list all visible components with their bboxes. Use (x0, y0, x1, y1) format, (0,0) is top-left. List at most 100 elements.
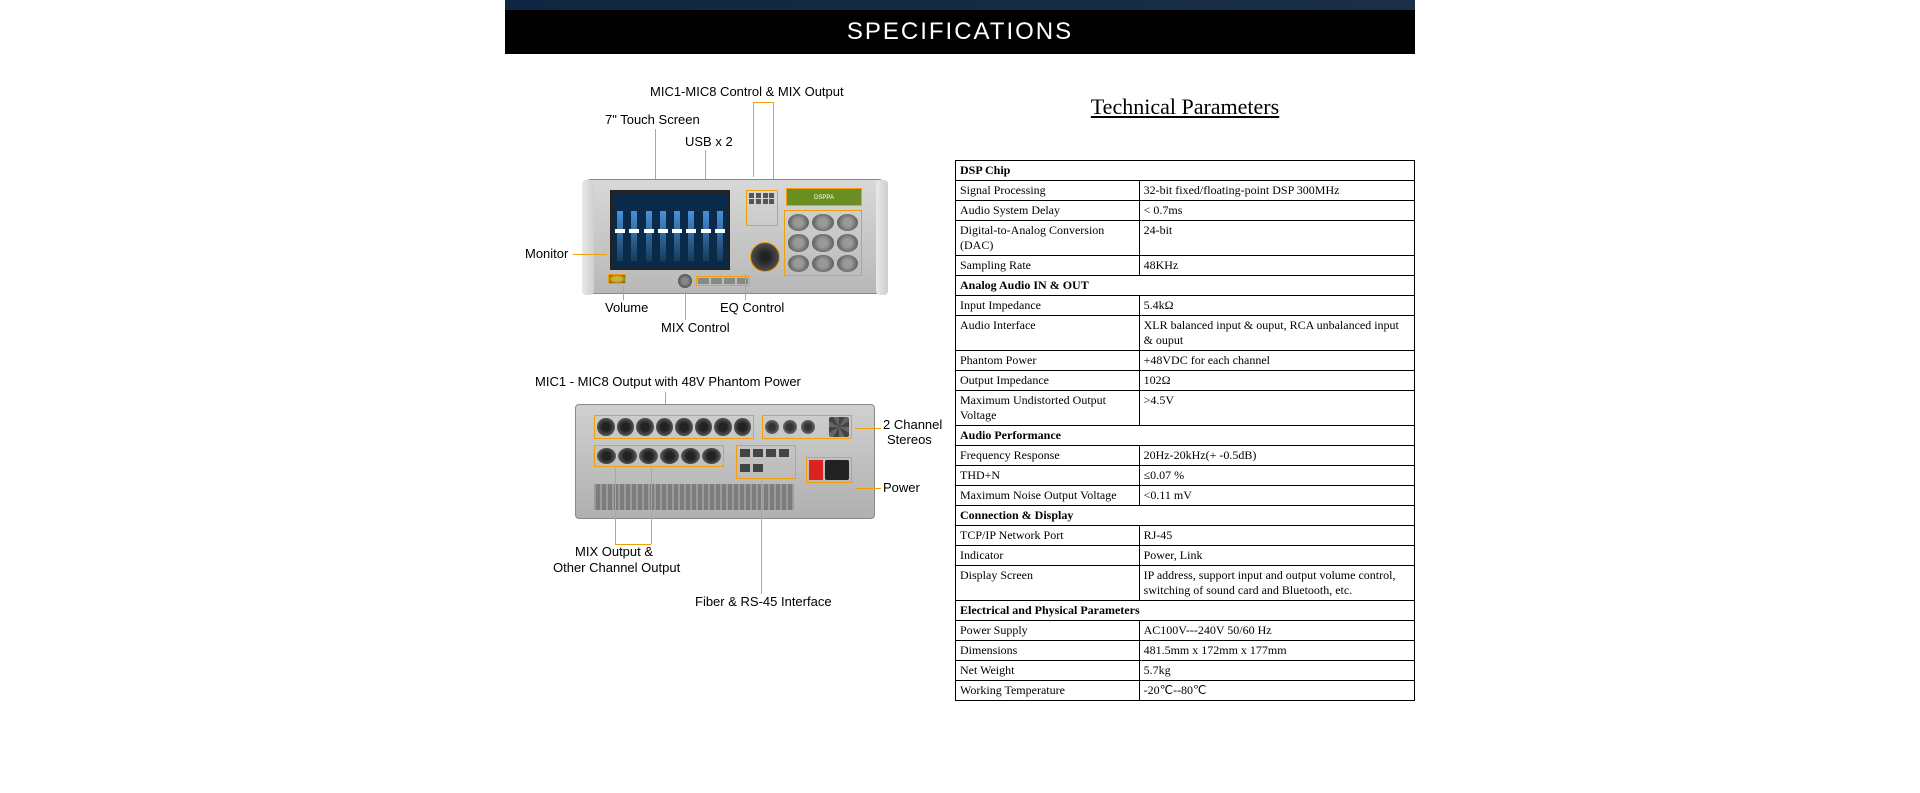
param-name: Net Weight (956, 661, 1140, 681)
param-value: 32-bit fixed/floating-point DSP 300MHz (1139, 181, 1414, 201)
param-value: XLR balanced input & ouput, RCA unbalanc… (1139, 316, 1414, 351)
device-front-view: DSPPA (585, 179, 885, 294)
leader-volume (623, 286, 624, 300)
param-name: Dimensions (956, 641, 1140, 661)
brand-label: DSPPA (786, 188, 862, 206)
param-value: ≤0.07 % (1139, 466, 1414, 486)
param-name: Audio Interface (956, 316, 1140, 351)
table-row: Maximum Undistorted Output Voltage>4.5V (956, 391, 1415, 426)
table-section-header: Analog Audio IN & OUT (956, 276, 1415, 296)
mix-out-ports (594, 445, 724, 467)
table-row: Phantom Power+48VDC for each channel (956, 351, 1415, 371)
leader-fiber (761, 480, 762, 594)
table-row: Frequency Response20Hz-20kHz(+ -0.5dB) (956, 446, 1415, 466)
stereo-area (762, 415, 852, 439)
technical-parameters-table: DSP ChipSignal Processing32-bit fixed/fl… (955, 160, 1415, 701)
leader-power (855, 488, 881, 489)
param-value: +48VDC for each channel (1139, 351, 1414, 371)
table-row: TCP/IP Network PortRJ-45 (956, 526, 1415, 546)
mic-out-ports (594, 415, 754, 439)
param-name: Sampling Rate (956, 256, 1140, 276)
specifications-title: SPECIFICATIONS (505, 10, 1415, 54)
table-row: Dimensions481.5mm x 172mm x 177mm (956, 641, 1415, 661)
param-name: Indicator (956, 546, 1140, 566)
power-area (806, 457, 852, 483)
param-value: <0.11 mV (1139, 486, 1414, 506)
param-name: Audio System Delay (956, 201, 1140, 221)
leader-mic-mix-b (773, 102, 774, 182)
handle-left (582, 180, 594, 295)
table-section-header: Electrical and Physical Parameters (956, 601, 1415, 621)
leader-mix-out-b (651, 468, 652, 544)
param-name: Maximum Noise Output Voltage (956, 486, 1140, 506)
table-row: Digital-to-Analog Conversion (DAC)24-bit (956, 221, 1415, 256)
param-name: Display Screen (956, 566, 1140, 601)
table-row: Maximum Noise Output Voltage<0.11 mV (956, 486, 1415, 506)
param-value: 5.4kΩ (1139, 296, 1414, 316)
param-name: Signal Processing (956, 181, 1140, 201)
leader-stereo (855, 428, 881, 429)
callout-monitor: Monitor (525, 246, 568, 261)
param-name: THD+N (956, 466, 1140, 486)
table-row: Output Impedance102Ω (956, 371, 1415, 391)
table-row: Display ScreenIP address, support input … (956, 566, 1415, 601)
eq-knob (750, 242, 780, 272)
table-row: Signal Processing32-bit fixed/floating-p… (956, 181, 1415, 201)
param-value: RJ-45 (1139, 526, 1414, 546)
param-value: 481.5mm x 172mm x 177mm (1139, 641, 1414, 661)
param-value: >4.5V (1139, 391, 1414, 426)
param-name: Input Impedance (956, 296, 1140, 316)
param-name: TCP/IP Network Port (956, 526, 1140, 546)
param-name: Digital-to-Analog Conversion (DAC) (956, 221, 1140, 256)
table-row: Audio System Delay< 0.7ms (956, 201, 1415, 221)
product-diagram: MIC1-MIC8 Control & MIX Output 7" Touch … (505, 84, 935, 644)
leader-eq (745, 274, 746, 300)
callout-mic-out: MIC1 - MIC8 Output with 48V Phantom Powe… (535, 374, 801, 389)
callout-mix-out-b: Other Channel Output (553, 560, 680, 575)
param-name: Frequency Response (956, 446, 1140, 466)
table-section-header: Connection & Display (956, 506, 1415, 526)
table-row: Sampling Rate48KHz (956, 256, 1415, 276)
leader-monitor (573, 254, 607, 255)
callout-mic-mix: MIC1-MIC8 Control & MIX Output (650, 84, 844, 99)
volume-knob (678, 274, 692, 288)
table-column: Technical Parameters DSP ChipSignal Proc… (955, 84, 1415, 701)
param-value: 20Hz-20kHz(+ -0.5dB) (1139, 446, 1414, 466)
usb-area (746, 190, 778, 226)
diagram-column: MIC1-MIC8 Control & MIX Output 7" Touch … (505, 84, 935, 701)
leader-mix-out-join (615, 544, 651, 545)
table-section-header: DSP Chip (956, 161, 1415, 181)
callout-mix-out-a: MIX Output & (575, 544, 653, 559)
param-value: 24-bit (1139, 221, 1414, 256)
param-value: -20℃--80℃ (1139, 681, 1414, 701)
param-value: 48KHz (1139, 256, 1414, 276)
mix-buttons (696, 276, 750, 286)
handle-right (876, 180, 888, 295)
table-row: IndicatorPower, Link (956, 546, 1415, 566)
table-row: Net Weight5.7kg (956, 661, 1415, 681)
callout-volume: Volume (605, 300, 648, 315)
table-row: Audio InterfaceXLR balanced input & oupu… (956, 316, 1415, 351)
callout-mix-ctrl: MIX Control (661, 320, 730, 335)
table-row: THD+N≤0.07 % (956, 466, 1415, 486)
leader-mic-mix-join (753, 102, 773, 103)
table-row: Power SupplyAC100V---240V 50/60 Hz (956, 621, 1415, 641)
callout-touch: 7" Touch Screen (605, 112, 700, 127)
device-rear-view (575, 404, 875, 519)
table-row: Input Impedance5.4kΩ (956, 296, 1415, 316)
callout-power: Power (883, 480, 920, 495)
leader-mix-ctrl (685, 290, 686, 320)
vents (594, 484, 794, 510)
callout-stereo-a: 2 Channel (883, 417, 942, 432)
param-value: 5.7kg (1139, 661, 1414, 681)
callout-eq: EQ Control (720, 300, 784, 315)
param-value: 102Ω (1139, 371, 1414, 391)
mic-knob-grid (784, 210, 862, 276)
touch-screen (610, 190, 730, 270)
leader-mix-out-a (615, 468, 616, 544)
callout-stereo-b: Stereos (887, 432, 932, 447)
callout-fiber: Fiber & RS-45 Interface (695, 594, 832, 609)
param-name: Power Supply (956, 621, 1140, 641)
content-area: MIC1-MIC8 Control & MIX Output 7" Touch … (505, 84, 1415, 701)
param-name: Working Temperature (956, 681, 1140, 701)
